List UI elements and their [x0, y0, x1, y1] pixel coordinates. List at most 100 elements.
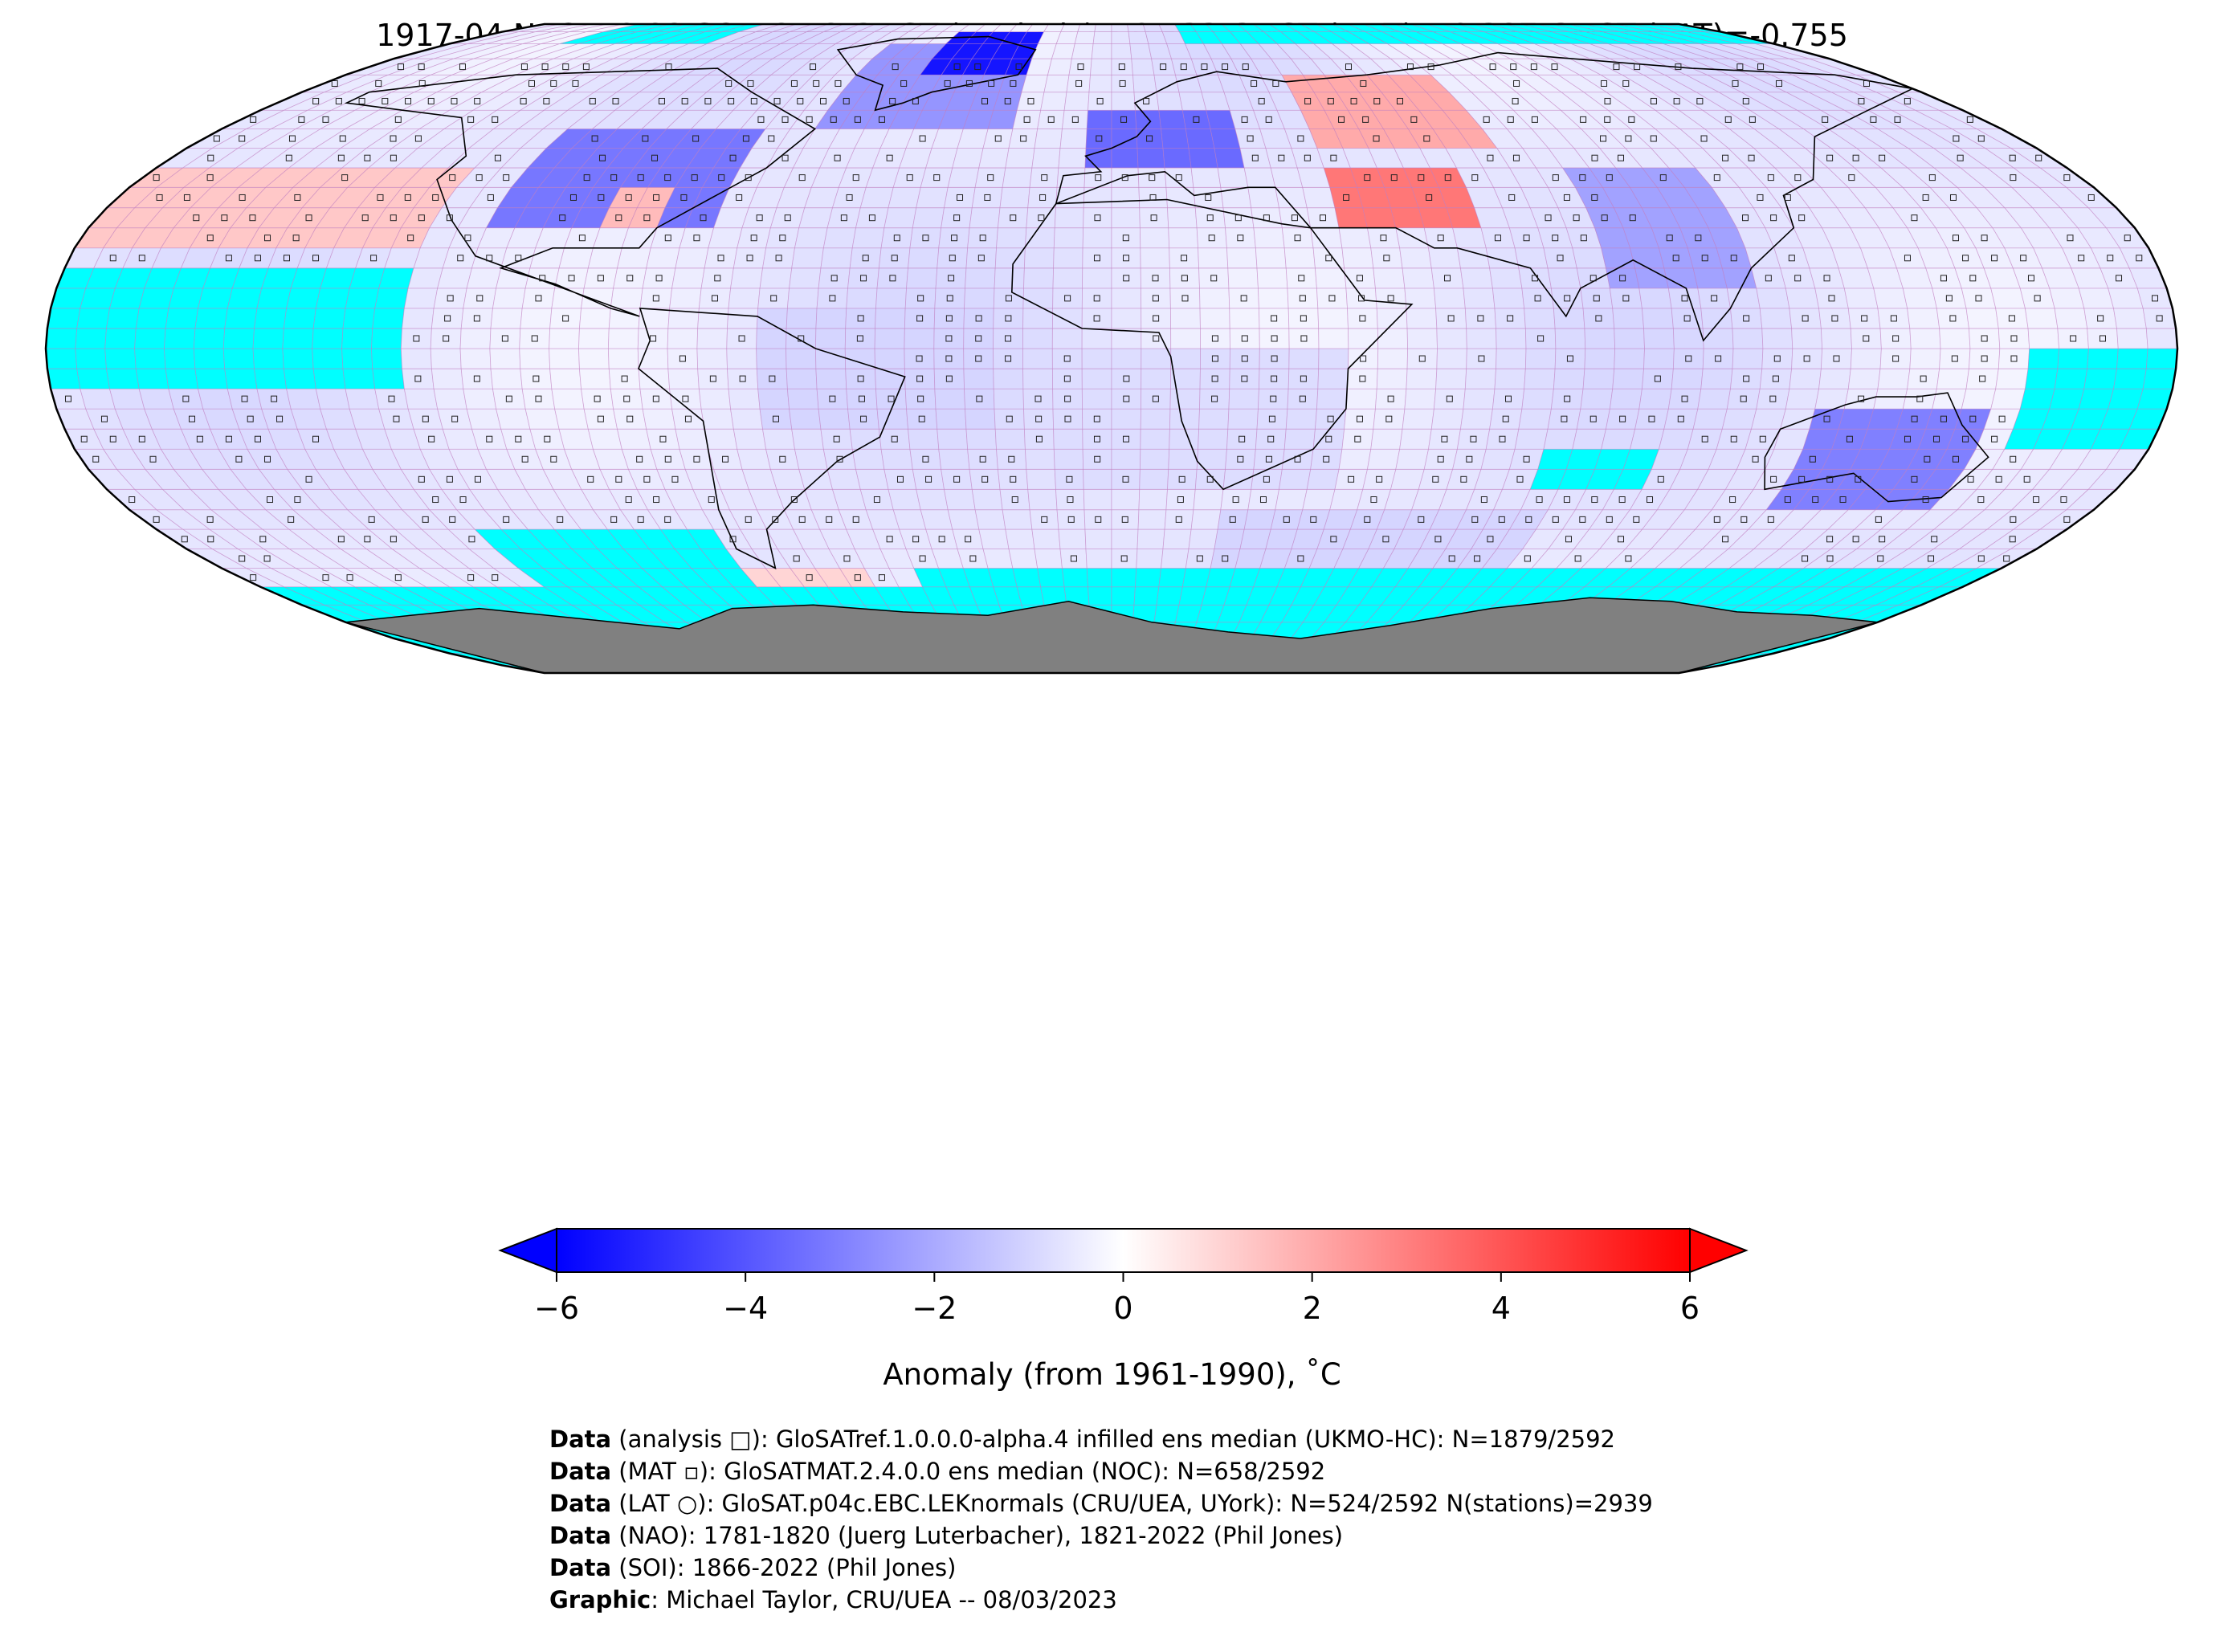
- grid-cell: [1373, 408, 1406, 430]
- grid-cell: [883, 207, 917, 229]
- grid-cell: [875, 388, 907, 410]
- grid-cell: [2116, 328, 2149, 349]
- grid-cell: [2019, 288, 2055, 309]
- grid-cell: [847, 267, 879, 289]
- grid-cell: [1222, 207, 1255, 229]
- grid-cell: [730, 267, 763, 289]
- grid-cell: [492, 388, 526, 410]
- grid-cell: [341, 328, 373, 349]
- grid-cell: [1136, 528, 1165, 549]
- grid-cell: [2057, 328, 2089, 349]
- grid-cell: [728, 388, 761, 410]
- grid-cell: [1750, 408, 1786, 430]
- grid-cell: [1137, 509, 1167, 530]
- grid-cell: [282, 328, 314, 349]
- grid-cell: [1780, 408, 1816, 430]
- grid-cell: [1082, 227, 1112, 249]
- grid-cell: [459, 328, 492, 349]
- grid-cell: [519, 328, 551, 349]
- grid-cell: [1229, 348, 1260, 369]
- grid-cell: [1338, 448, 1372, 470]
- grid-cell: [935, 267, 967, 289]
- grid-cell: [135, 308, 169, 329]
- grid-cell: [996, 227, 1027, 249]
- grid-cell: [1672, 328, 1704, 349]
- grid-cell: [1259, 348, 1290, 369]
- grid-cell: [1902, 288, 1937, 309]
- grid-cell: [1031, 528, 1061, 549]
- grid-cell: [698, 388, 732, 410]
- grid-cell: [549, 348, 580, 369]
- grid-cell: [1395, 448, 1430, 470]
- grid-cell: [430, 348, 462, 369]
- grid-cell: [1873, 288, 1908, 309]
- grid-cell: [1347, 368, 1378, 390]
- grid-cell: [1188, 148, 1218, 169]
- grid-cell: [1494, 308, 1526, 329]
- grid-cell: [315, 388, 350, 410]
- grid-cell: [1489, 267, 1523, 289]
- grid-cell: [1111, 288, 1142, 309]
- grid-cell: [815, 308, 847, 329]
- grid-cell: [967, 227, 998, 249]
- grid-cell: [1061, 109, 1088, 129]
- grid-cell: [786, 368, 818, 390]
- grid-cell: [1082, 448, 1112, 470]
- grid-cell: [1907, 368, 1940, 390]
- grid-cell: [1056, 509, 1086, 530]
- grid-cell: [1700, 368, 1733, 390]
- grid-cell: [965, 408, 996, 430]
- colorbar-tick-label: 6: [1680, 1291, 1700, 1326]
- grid-cell: [372, 308, 405, 329]
- grid-cell: [826, 468, 861, 490]
- grid-cell: [613, 267, 647, 289]
- grid-cell: [855, 468, 889, 490]
- grid-cell: [1456, 247, 1491, 269]
- grid-cell: [165, 308, 199, 329]
- grid-cell: [1310, 448, 1343, 470]
- grid-cell: [969, 207, 1001, 229]
- grid-cell: [757, 388, 790, 410]
- grid-cell: [256, 388, 292, 410]
- credit-text: (SOI): 1866-2022 (Phil Jones): [611, 1554, 957, 1581]
- grid-cell: [933, 328, 965, 349]
- grid-cell: [1334, 468, 1368, 490]
- grid-cell: [617, 247, 651, 269]
- grid-cell: [608, 368, 641, 390]
- grid-cell: [500, 247, 537, 269]
- grid-cell: [1847, 368, 1881, 390]
- grid-cell: [1902, 388, 1937, 410]
- grid-cell: [1037, 109, 1065, 129]
- grid-cell: [75, 328, 107, 349]
- grid-cell: [1199, 308, 1230, 329]
- grid-cell: [1111, 568, 1137, 588]
- grid-cell: [993, 288, 1024, 309]
- grid-cell: [315, 288, 350, 309]
- grid-cell: [1111, 488, 1141, 511]
- grid-cell: [1081, 288, 1112, 309]
- grid-cell: [471, 428, 508, 450]
- grid-cell: [994, 267, 1025, 289]
- grid-cell: [75, 348, 107, 369]
- grid-cell: [1058, 528, 1087, 549]
- grid-cell: [875, 288, 907, 309]
- grid-cell: [1939, 328, 1971, 349]
- grid-cell: [1406, 348, 1438, 369]
- grid-cell: [1961, 388, 1997, 410]
- grid-cell: [252, 348, 284, 369]
- grid-cell: [971, 186, 1003, 209]
- grid-cell: [904, 308, 936, 329]
- grid-cell: [1306, 468, 1340, 490]
- grid-cell: [1279, 468, 1312, 490]
- grid-cell: [1129, 43, 1153, 59]
- grid-cell: [639, 288, 673, 309]
- grid-cell: [194, 308, 228, 329]
- map-svg: [44, 22, 2179, 675]
- grid-cell: [1314, 267, 1347, 289]
- grid-cell: [1214, 528, 1245, 549]
- grid-cell: [226, 388, 263, 410]
- grid-cell: [1023, 267, 1054, 289]
- grid-cell: [108, 388, 145, 410]
- grid-cell: [492, 288, 526, 309]
- grid-cell: [1547, 267, 1581, 289]
